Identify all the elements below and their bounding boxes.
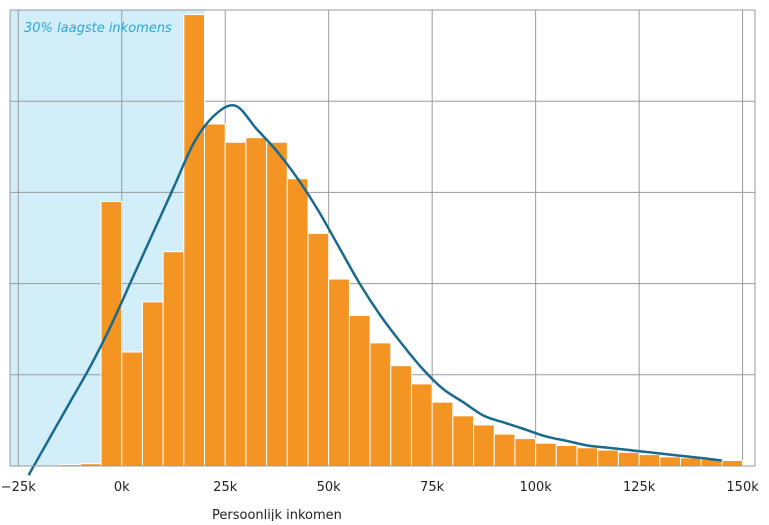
histogram-bar [638,454,661,467]
histogram-bar [390,365,412,467]
histogram-bar [204,123,226,467]
histogram-bar [141,301,164,467]
histogram-bar [473,424,495,467]
histogram-bar [535,442,557,467]
histogram-bar [266,141,288,467]
bars-group [59,14,744,467]
histogram-bar [514,438,537,467]
x-tick-label: 125k [623,480,656,495]
histogram-bar [597,449,619,467]
x-tick-label: 150k [726,480,759,495]
histogram-bar [286,178,309,467]
density-curve [27,104,723,476]
histogram-bar [183,14,206,467]
x-tick-labels: −25k 0k 25k 50k 75k 100k 125k 150k [1,480,759,495]
x-tick-label: 0k [114,480,130,495]
histogram-bar [431,401,454,467]
histogram-bar [162,251,185,467]
x-tick-label: 75k [420,480,445,495]
histogram-bar [348,315,371,467]
histogram-bar [452,415,475,467]
x-tick-label: −25k [1,480,36,495]
histogram-bar [617,451,640,467]
histogram-bar [121,351,143,467]
histogram-bar [680,457,702,467]
histogram-bar [410,383,433,467]
x-tick-label: 50k [317,480,342,495]
histogram-bar [369,342,392,467]
histogram-bar [721,460,744,467]
x-tick-label: 100k [519,480,552,495]
histogram-bar [328,278,350,467]
histogram-bar [100,201,123,467]
histogram-bar [659,456,681,467]
histogram-bar [224,141,247,467]
x-axis-title: Persoonlijk inkomen [212,508,342,521]
histogram-bar [307,232,330,467]
x-tick-label: 25k [213,480,238,495]
histogram-bar [576,447,599,467]
highlight-annotation: 30% laagste inkomens [24,21,172,36]
histogram-bar [245,137,268,467]
histogram-bar [555,444,578,467]
histogram-bar [493,433,516,467]
